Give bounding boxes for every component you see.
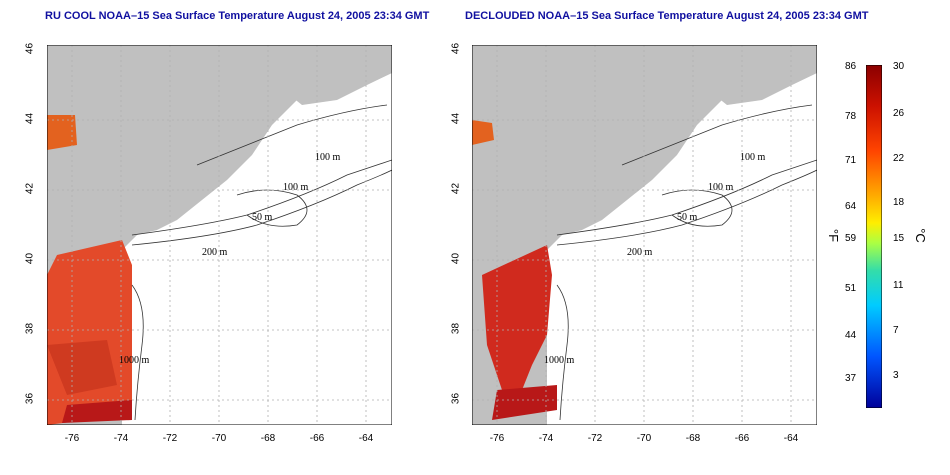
celsius-tick: 22 [893,153,905,164]
y-tick: 42 [450,182,462,195]
land-mass [472,45,817,425]
celsius-tick: 15 [893,233,905,244]
celsius-tick: 11 [893,280,904,291]
fahrenheit-tick: 51 [845,283,857,294]
lat-lon-grid [47,45,392,425]
y-tick: 40 [450,252,462,265]
y-tick: 40 [24,252,36,265]
contour-label-1000m: 1000 m [119,355,150,366]
x-tick: -76 [64,433,80,444]
contour-label-100m-a: 100 m [315,152,341,163]
fahrenheit-tick: 64 [845,201,857,212]
celsius-tick: 30 [893,61,905,72]
right-panel-title: DECLOUDED NOAA–15 Sea Surface Temperatur… [465,10,869,22]
contour-label-200m: 200 m [627,247,653,258]
y-tick: 46 [450,42,462,55]
x-tick: -74 [538,433,554,444]
x-tick: -68 [260,433,276,444]
y-tick: 38 [450,322,462,335]
y-tick: 42 [24,182,36,195]
x-tick: -70 [636,433,652,444]
x-tick: -66 [309,433,325,444]
contour-label-100m-b: 100 m [708,182,734,193]
contour-label-100m-b: 100 m [283,182,309,193]
bathymetry-contours [556,104,817,421]
left-panel-title: RU COOL NOAA–15 Sea Surface Temperature … [45,10,430,22]
celsius-tick: 18 [893,197,905,208]
contour-label-200m: 200 m [202,247,228,258]
y-tick: 46 [24,42,36,55]
y-tick: 38 [24,322,36,335]
fahrenheit-tick: 59 [845,233,857,244]
contour-label-100m-a: 100 m [740,152,766,163]
contour-label-50m: 50 m [252,212,273,223]
y-tick: 44 [24,112,36,125]
x-tick: -64 [358,433,374,444]
contour-label-1000m: 1000 m [544,355,575,366]
celsius-unit-label: °C [912,228,928,243]
fahrenheit-unit-label: °F [826,228,842,243]
temperature-colorbar [866,65,882,408]
x-tick: -72 [162,433,178,444]
celsius-tick: 26 [893,108,905,119]
sst-declouded [482,245,552,390]
celsius-tick: 3 [893,370,899,381]
celsius-tick: 7 [893,325,899,336]
left-sst-map: 100 m 100 m 50 m 200 m 1000 m [47,45,392,425]
x-tick: -74 [113,433,129,444]
sst-swath [47,240,132,425]
fahrenheit-tick: 86 [845,61,857,72]
x-tick: -64 [783,433,799,444]
x-tick: -68 [685,433,701,444]
x-tick: -72 [587,433,603,444]
fahrenheit-tick: 44 [845,330,857,341]
nova-scotia [277,55,392,105]
fahrenheit-tick: 78 [845,111,857,122]
lat-lon-grid [472,45,817,425]
y-tick: 36 [450,392,462,405]
nova-scotia [702,55,817,105]
contour-label-50m: 50 m [677,212,698,223]
fahrenheit-tick: 37 [845,373,857,384]
y-tick: 36 [24,392,36,405]
right-sst-map: 100 m 100 m 50 m 200 m 1000 m [472,45,817,425]
x-tick: -66 [734,433,750,444]
y-tick: 44 [450,112,462,125]
land-mass [47,45,392,425]
fahrenheit-tick: 71 [845,155,857,166]
x-tick: -70 [211,433,227,444]
x-tick: -76 [489,433,505,444]
